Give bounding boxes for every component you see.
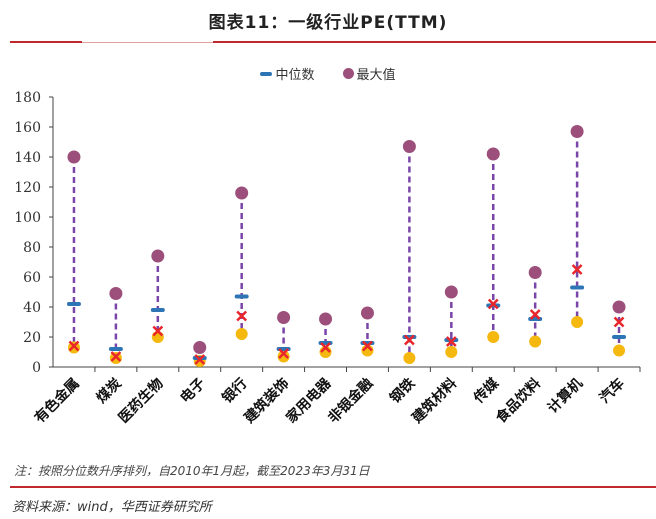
category-label: 医药生物 — [115, 375, 167, 427]
legend-item-max: 最大值 — [342, 64, 396, 83]
median-point — [108, 347, 123, 351]
category-label: 非银金融 — [325, 375, 377, 427]
cross-point — [404, 334, 415, 346]
max-point — [277, 311, 291, 324]
low-point — [403, 352, 416, 364]
cross-point — [236, 310, 248, 322]
legend: 中位数 最大值 — [0, 64, 656, 83]
low-point — [613, 344, 626, 357]
max-point — [193, 341, 207, 354]
cross-point — [362, 340, 373, 352]
y-tick-label: 60 — [23, 270, 41, 286]
title-rule-accent-left — [10, 41, 82, 43]
max-point — [444, 285, 458, 299]
low-point — [151, 331, 164, 343]
y-tick-label: 80 — [23, 240, 41, 256]
cross-point — [487, 298, 499, 310]
category-label: 钢铁 — [386, 375, 418, 407]
legend-label: 中位数 — [275, 68, 315, 83]
category-label: 银行 — [219, 375, 251, 407]
cross-point — [68, 340, 80, 352]
cross-point — [320, 342, 331, 353]
median-point — [66, 302, 81, 306]
legend-label: 最大值 — [356, 68, 396, 83]
low-point — [235, 328, 248, 340]
cross-point — [152, 325, 164, 337]
median-point — [318, 341, 333, 345]
chart-title: 图表11：一级行业PE(TTM) — [208, 13, 448, 33]
median-point — [570, 285, 585, 290]
cross-point — [278, 348, 289, 359]
max-point — [109, 287, 123, 300]
y-tick-label: 100 — [14, 210, 41, 226]
low-point — [571, 316, 584, 328]
category-label: 传媒 — [470, 374, 503, 407]
chart-note: 注：按照分位数升序排列，自2010年1月起，截至2023年3月31日 — [14, 464, 370, 478]
y-tick-label: 20 — [23, 330, 41, 346]
cross-point — [445, 336, 457, 347]
y-tick-label: 140 — [14, 150, 41, 166]
title-rule-accent-right — [213, 41, 656, 43]
category-label: 计算机 — [544, 375, 586, 417]
cross-point — [529, 309, 541, 320]
category-label: 食品饮料 — [492, 375, 544, 427]
low-point — [529, 335, 542, 348]
cross-point — [571, 264, 583, 275]
max-point — [319, 312, 333, 326]
category-label: 汽车 — [596, 375, 628, 407]
max-point — [151, 249, 165, 263]
legend-item-median: 中位数 — [260, 64, 315, 83]
max-point — [360, 306, 374, 320]
median-point — [528, 317, 543, 321]
low-point — [277, 350, 290, 363]
category-label: 建筑材料 — [409, 375, 461, 427]
y-tick-label: 180 — [14, 90, 41, 106]
source-text: 资料来源：wind，华西证券研究所 — [12, 500, 212, 515]
max-swatch-icon — [342, 68, 354, 79]
cross-point — [110, 351, 122, 362]
median-point — [612, 335, 627, 339]
y-tick-label: 120 — [14, 180, 41, 196]
max-point — [235, 186, 249, 200]
category-label: 建筑装饰 — [241, 375, 293, 427]
median-point — [234, 294, 249, 299]
median-point — [150, 308, 165, 312]
max-point — [67, 150, 81, 164]
y-tick-label: 160 — [14, 120, 41, 136]
y-tick-label: 0 — [32, 360, 41, 376]
footer-rule — [10, 486, 656, 488]
max-point — [486, 147, 500, 161]
max-point — [570, 125, 584, 138]
median-swatch-icon — [260, 71, 273, 76]
low-point — [487, 331, 500, 343]
cross-point — [194, 354, 206, 365]
max-point — [528, 266, 542, 279]
y-tick-label: 40 — [23, 300, 41, 316]
max-point — [402, 140, 416, 153]
median-point — [276, 347, 291, 351]
low-point — [445, 346, 458, 358]
category-label: 有色金属 — [31, 375, 83, 427]
category-label: 煤炭 — [93, 375, 125, 407]
cross-point — [613, 316, 625, 328]
category-label: 电子 — [177, 375, 209, 407]
category-label: 家用电器 — [283, 374, 335, 426]
max-point — [612, 300, 626, 314]
